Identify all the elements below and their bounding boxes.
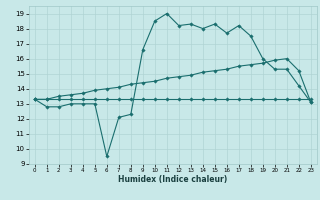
X-axis label: Humidex (Indice chaleur): Humidex (Indice chaleur)	[118, 175, 228, 184]
